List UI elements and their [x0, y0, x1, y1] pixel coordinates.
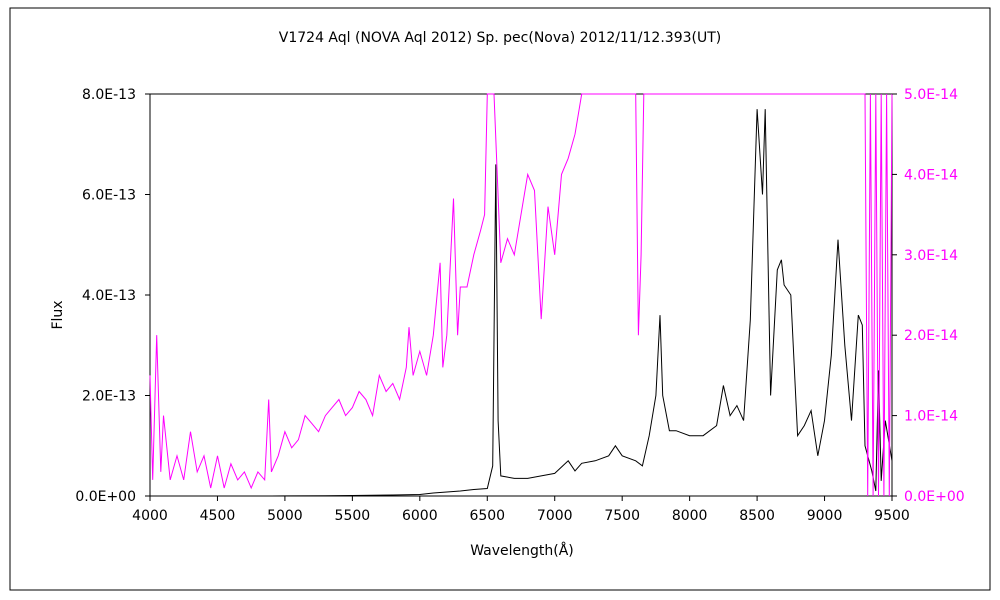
x-tick-label: 9500 — [874, 508, 910, 524]
y2-tick-label: 1.0E-14 — [904, 409, 958, 425]
chart-title: V1724 Aql (NOVA Aql 2012) Sp. pec(Nova) … — [279, 30, 721, 46]
x-tick-label: 7500 — [604, 508, 640, 524]
x-tick-label: 4000 — [132, 508, 168, 524]
y-tick-label: 6.0E-13 — [82, 188, 136, 204]
chart-frame — [9, 7, 991, 591]
x-tick-label: 8500 — [739, 508, 775, 524]
x-tick-label: 7000 — [537, 508, 573, 524]
series-line-magenta — [149, 93, 893, 497]
y-tick-label: 2.0E-13 — [82, 389, 136, 405]
y2-tick-label: 4.0E-14 — [904, 167, 958, 183]
series-line-black — [150, 109, 893, 497]
y2-tick-label: 3.0E-14 — [904, 248, 958, 264]
y-axis-label: Flux — [50, 300, 66, 329]
x-tick-label: 6000 — [402, 508, 438, 524]
x-tick-label: 8000 — [672, 508, 708, 524]
y-tick-label: 0.0E+00 — [75, 489, 136, 505]
x-tick-label: 6500 — [469, 508, 505, 524]
y2-tick-label: 5.0E-14 — [904, 87, 958, 103]
x-tick-label: 9000 — [807, 508, 843, 524]
x-tick-label: 4500 — [200, 508, 236, 524]
y2-tick-label: 0.0E+00 — [904, 489, 965, 505]
x-axis-label: Wavelength(Å) — [470, 542, 574, 559]
x-tick-label: 5000 — [267, 508, 303, 524]
y2-tick-label: 2.0E-14 — [904, 328, 958, 344]
x-tick-label: 5500 — [335, 508, 371, 524]
y-tick-label: 8.0E-13 — [82, 87, 136, 103]
y-tick-label: 4.0E-13 — [82, 288, 136, 304]
